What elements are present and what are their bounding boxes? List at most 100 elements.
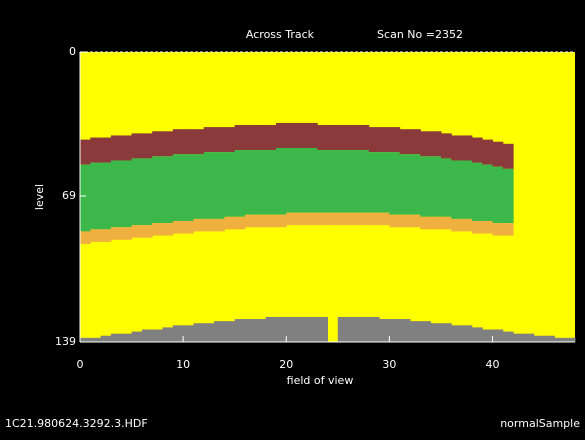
rain-cell [193, 129, 205, 155]
rain-cell [162, 131, 174, 157]
rain-cell [183, 220, 194, 234]
surface-cell [471, 327, 483, 342]
rain-cell [80, 139, 91, 165]
rain-cell [420, 216, 432, 230]
rain-cell [337, 150, 349, 213]
surface-cell [533, 335, 545, 342]
surface-cell [492, 329, 504, 342]
rain-cell [327, 150, 339, 213]
rain-cell [234, 150, 246, 217]
rain-cell [306, 147, 318, 213]
surface-cell [172, 325, 184, 342]
rain-cell [317, 125, 328, 151]
y-tick-label: 0 [69, 45, 76, 58]
rain-cell [461, 160, 473, 219]
surface-cell [214, 321, 225, 342]
rain-cell [203, 152, 215, 219]
surface-cell [389, 319, 401, 342]
surface-cell [275, 316, 287, 342]
surface-cell [183, 325, 194, 342]
rain-cell [502, 168, 514, 224]
rain-cell [183, 129, 194, 155]
rain-cell [255, 214, 267, 228]
rain-cell [430, 216, 442, 230]
rain-cell [141, 158, 153, 226]
rain-cell [440, 158, 452, 217]
surface-cell [544, 335, 555, 342]
rain-cell [451, 135, 463, 161]
rain-cell [482, 139, 493, 165]
surface-cell [90, 337, 102, 342]
surface-cell [234, 319, 246, 342]
rain-cell [203, 127, 215, 153]
rain-cell [131, 225, 143, 238]
rain-cell [110, 160, 122, 228]
rain-cell [275, 214, 287, 228]
rain-cell [430, 131, 442, 157]
rain-cell [152, 156, 163, 224]
rain-cell [245, 214, 256, 228]
rain-cell [121, 227, 133, 240]
y-tick-label: 139 [55, 335, 76, 348]
rain-cell [100, 162, 112, 230]
rain-cell [141, 133, 153, 159]
x-tick-label: 40 [486, 358, 500, 371]
rain-cell [306, 212, 318, 226]
x-tick-label: 10 [176, 358, 190, 371]
rain-cell [440, 133, 452, 159]
rain-cell [327, 125, 339, 151]
surface-cell [141, 329, 153, 342]
rain-cell [399, 129, 411, 155]
rain-cell [224, 152, 236, 217]
rain-cell [131, 133, 143, 159]
rain-cell [399, 214, 411, 228]
surface-cell [337, 316, 349, 342]
rain-cell [234, 125, 246, 151]
rain-cell [410, 214, 421, 228]
mode-label: normalSample [500, 417, 580, 430]
x-tick-label: 20 [279, 358, 293, 371]
rain-cell [461, 218, 473, 232]
rain-cell [327, 212, 339, 226]
surface-cell [255, 319, 267, 342]
surface-cell [440, 323, 452, 342]
rain-cell [162, 156, 174, 224]
surface-cell [430, 323, 442, 342]
rain-cell [110, 135, 122, 161]
rain-cell [286, 147, 298, 213]
surface-cell [193, 323, 205, 342]
rain-cell [420, 131, 432, 157]
surface-cell [224, 321, 236, 342]
rain-cell [317, 150, 328, 213]
rain-cell [275, 122, 287, 148]
surface-cell [80, 337, 91, 342]
rain-cell [275, 147, 287, 215]
surface-cell [245, 319, 256, 342]
rain-cell [348, 125, 359, 151]
rain-cell [172, 220, 184, 234]
title: Across Track [246, 28, 315, 41]
surface-cell [410, 321, 421, 342]
surface-cell [554, 337, 566, 342]
rain-cell [389, 127, 401, 153]
rain-cell [245, 150, 256, 215]
rain-cell [203, 218, 215, 232]
rain-cell [90, 162, 102, 230]
surface-cell [502, 331, 514, 342]
rain-cell [183, 154, 194, 221]
surface-cell [451, 325, 463, 342]
rain-cell [224, 216, 236, 230]
rain-cell [121, 160, 133, 228]
rain-cell [141, 225, 153, 238]
rain-cell [214, 152, 225, 219]
surface-cell [482, 329, 493, 342]
rain-cell [193, 218, 205, 232]
surface-cell [152, 329, 163, 342]
rain-cell [471, 220, 483, 234]
rain-cell [471, 137, 483, 163]
surface-cell [296, 316, 308, 342]
rain-cell [100, 137, 112, 163]
rain-cell [410, 154, 421, 215]
rain-cell [492, 166, 504, 224]
rain-cell [214, 127, 225, 153]
